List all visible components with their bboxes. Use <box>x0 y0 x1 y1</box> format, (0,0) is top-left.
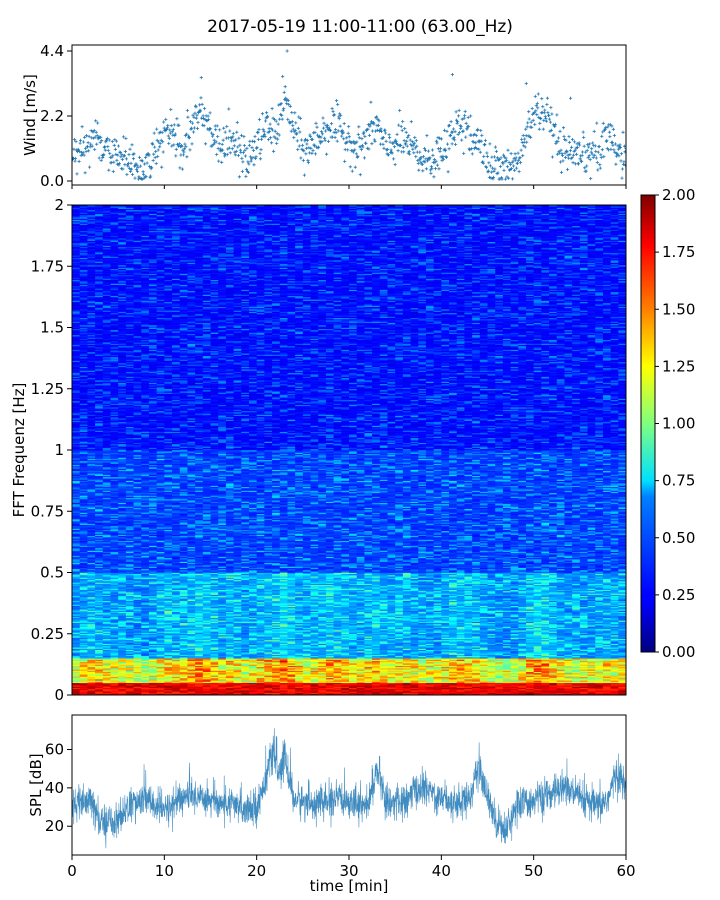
wind-points <box>70 49 627 181</box>
wind-peak-marker <box>569 97 572 100</box>
wind-panel: 0.0 2.2 4.4 Wind [m/s] <box>21 42 628 190</box>
wind-y-tick-label: 2.2 <box>40 107 64 125</box>
spectrogram-cells <box>72 205 626 695</box>
wind-peak-marker <box>200 76 203 79</box>
wind-x-ticks <box>72 185 626 189</box>
wind-y-axis-label: Wind [m/s] <box>21 74 39 156</box>
wind-frame <box>72 45 626 185</box>
wind-y-ticks: 0.0 2.2 4.4 <box>40 42 72 190</box>
wind-peak-marker <box>451 73 454 76</box>
wind-peak-marker <box>525 82 528 85</box>
wind-markers <box>70 75 627 181</box>
wind-y-tick-label: 4.4 <box>40 42 64 60</box>
figure-title: 2017-05-19 11:00-11:00 (63.00_Hz) <box>207 17 513 37</box>
wind-peak-marker <box>286 49 289 52</box>
wind-y-tick-label: 0.0 <box>40 172 64 190</box>
